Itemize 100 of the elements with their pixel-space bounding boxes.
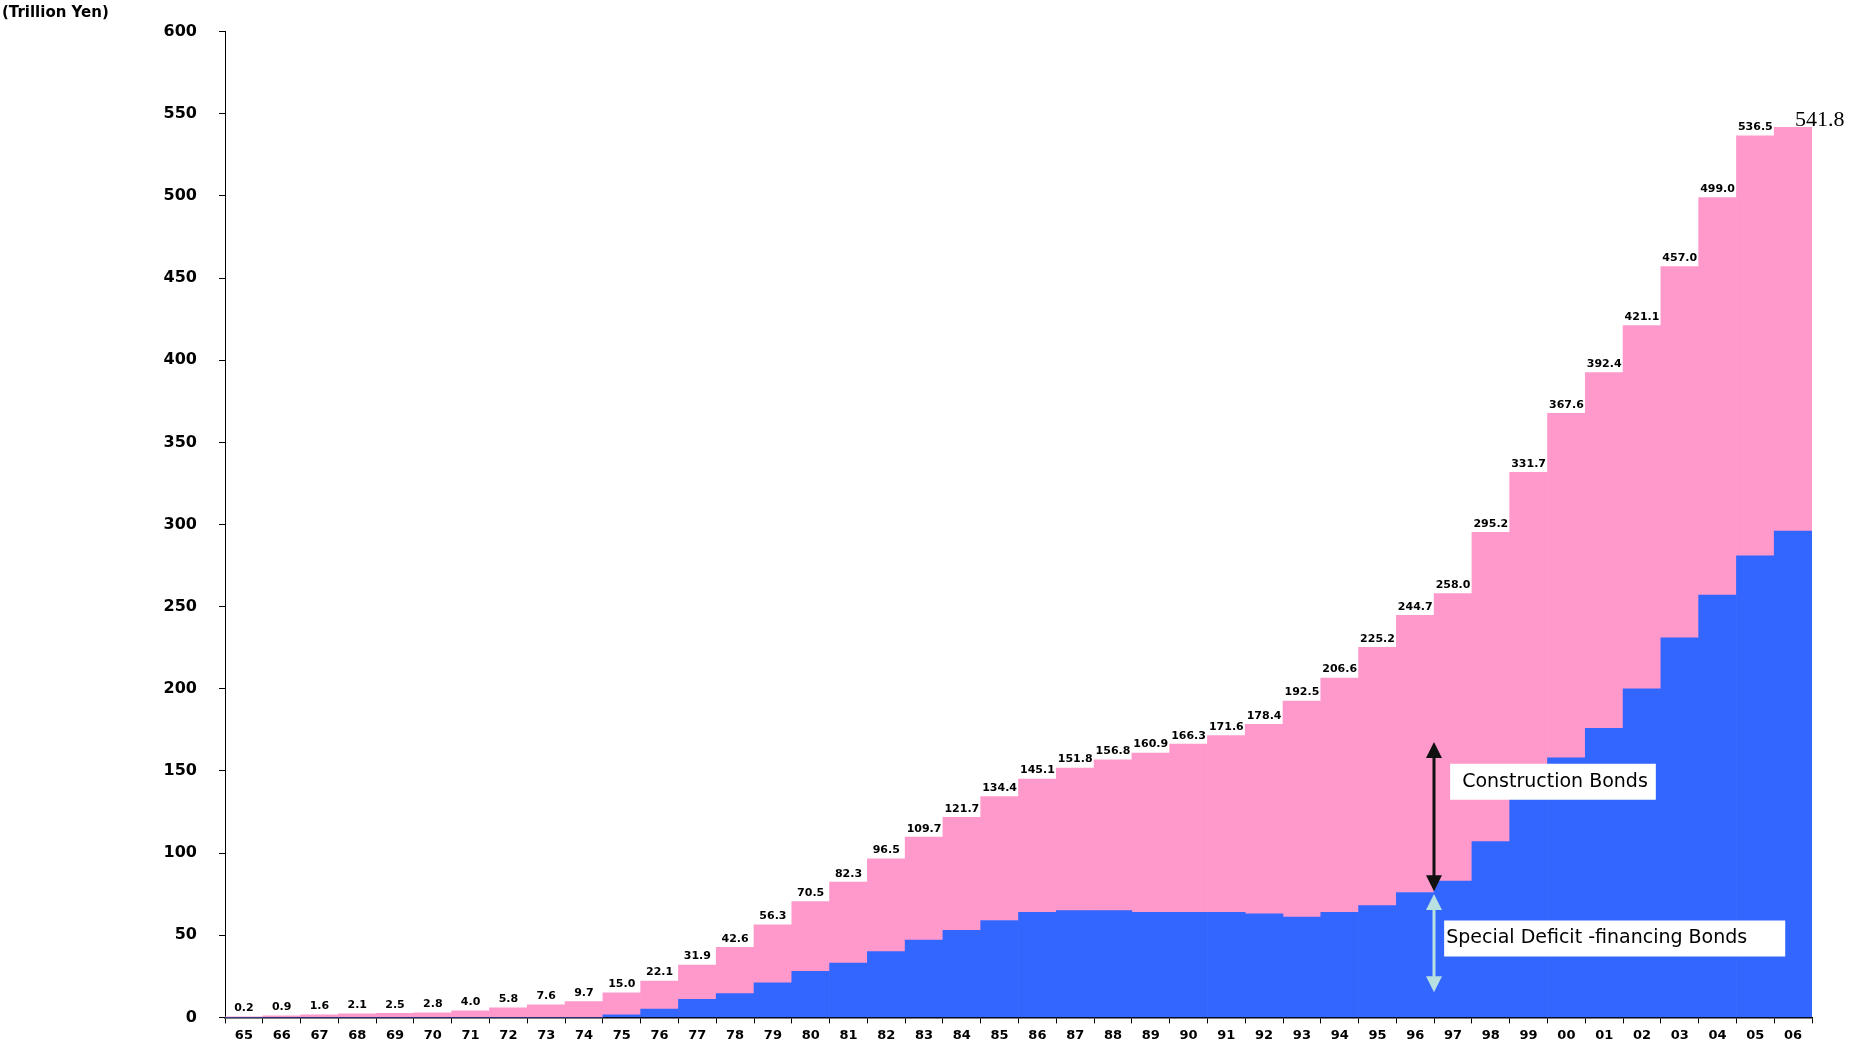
x-tick-label: 80 — [801, 1026, 820, 1042]
x-tick-label: 65 — [234, 1026, 253, 1042]
total-label: 5.8 — [498, 992, 519, 1006]
total-label: 7.6 — [536, 989, 557, 1003]
x-tick-label: 82 — [877, 1026, 896, 1042]
x-tick-label: 94 — [1330, 1026, 1349, 1042]
x-tick-label: 02 — [1632, 1026, 1652, 1042]
y-tick-label: 500 — [163, 185, 197, 205]
total-label: 295.2 — [1473, 516, 1509, 530]
y-tick-label: 350 — [163, 431, 197, 451]
total-label: 96.5 — [872, 843, 900, 857]
x-tick-label: 00 — [1557, 1026, 1576, 1042]
y-tick-label: 100 — [163, 842, 197, 862]
x-tick-label: 79 — [763, 1026, 782, 1042]
x-tick-label: 76 — [650, 1026, 669, 1042]
total-label: 2.5 — [385, 997, 405, 1011]
series-label: Construction Bonds — [1462, 768, 1648, 791]
y-axis-title: (Trillion Yen) — [2, 3, 109, 22]
x-tick-label: 77 — [688, 1026, 707, 1042]
total-label: 42.6 — [721, 931, 750, 945]
total-label: 192.5 — [1284, 685, 1320, 699]
x-tick-label: 74 — [574, 1026, 594, 1042]
x-tick-label: 83 — [914, 1026, 934, 1042]
total-label: 4.0 — [460, 995, 481, 1009]
y-tick-label: 550 — [163, 102, 197, 122]
total-label: 171.6 — [1208, 719, 1245, 733]
total-label: 9.7 — [574, 985, 594, 999]
total-label: 421.1 — [1624, 309, 1660, 323]
x-tick-label: 95 — [1368, 1026, 1387, 1042]
total-label: 2.1 — [347, 998, 367, 1012]
total-label: 56.3 — [759, 909, 787, 923]
y-tick-label: 200 — [163, 677, 197, 697]
x-tick-label: 03 — [1670, 1026, 1689, 1042]
x-tick-label: 72 — [499, 1026, 518, 1042]
total-label: 22.1 — [645, 965, 674, 979]
total-label: 178.4 — [1246, 708, 1282, 722]
x-tick-label: 84 — [952, 1026, 971, 1042]
x-tick-label: 87 — [1066, 1026, 1085, 1042]
x-tick-label: 71 — [461, 1026, 480, 1042]
total-label: 0.2 — [234, 1001, 254, 1015]
y-tick-label: 0 — [185, 1006, 197, 1026]
total-label: 109.7 — [906, 821, 942, 835]
total-label: 258.0 — [1435, 577, 1471, 591]
total-label: 151.8 — [1057, 752, 1093, 766]
total-label: 457.0 — [1662, 250, 1698, 264]
total-label: 82.3 — [834, 866, 863, 880]
total-label: 15.0 — [608, 977, 636, 991]
x-tick-label: 93 — [1292, 1026, 1311, 1042]
x-tick-label: 96 — [1406, 1026, 1425, 1042]
x-tick-label: 92 — [1255, 1026, 1274, 1042]
total-label: 121.7 — [944, 801, 980, 815]
total-label: 134.4 — [982, 780, 1018, 794]
x-tick-label: 04 — [1708, 1026, 1727, 1042]
x-tick-label: 88 — [1103, 1026, 1123, 1042]
total-label: 367.6 — [1548, 397, 1585, 411]
total-label: 499.0 — [1700, 181, 1736, 195]
x-tick-label: 86 — [1028, 1026, 1047, 1042]
total-label: 536.5 — [1737, 120, 1773, 134]
x-tick-label: 81 — [839, 1026, 858, 1042]
x-tick-label: 06 — [1784, 1026, 1803, 1042]
total-label: 31.9 — [683, 949, 711, 963]
x-tick-label: 90 — [1179, 1026, 1198, 1042]
x-tick-label: 66 — [272, 1026, 291, 1042]
total-label: 2.8 — [423, 997, 443, 1011]
y-tick-label: 150 — [163, 760, 197, 780]
total-label: 331.7 — [1511, 456, 1547, 470]
total-label: 206.6 — [1322, 662, 1358, 676]
total-label: 0.9 — [271, 1000, 292, 1014]
x-tick-label: 73 — [537, 1026, 556, 1042]
y-tick-label: 400 — [163, 349, 197, 369]
total-label: 70.5 — [797, 885, 825, 899]
x-tick-label: 68 — [348, 1026, 367, 1042]
total-label: 166.3 — [1171, 728, 1206, 742]
y-tick-label: 300 — [163, 513, 197, 533]
total-label: 225.2 — [1360, 631, 1395, 645]
y-tick-label: 250 — [163, 595, 197, 615]
total-label: 392.4 — [1586, 357, 1622, 371]
x-tick-label: 75 — [612, 1026, 631, 1042]
total-label: 541.8 — [1795, 106, 1845, 131]
total-label: 1.6 — [309, 999, 330, 1013]
y-tick-label: 600 — [163, 20, 197, 40]
x-tick-label: 85 — [990, 1026, 1009, 1042]
x-tick-label: 91 — [1217, 1026, 1236, 1042]
x-tick-label: 89 — [1141, 1026, 1160, 1042]
x-tick-label: 98 — [1481, 1026, 1500, 1042]
total-label: 160.9 — [1133, 737, 1169, 751]
y-tick-label: 450 — [163, 267, 197, 287]
x-tick-label: 97 — [1443, 1026, 1463, 1042]
total-label: 156.8 — [1095, 744, 1131, 758]
x-tick-label: 67 — [310, 1026, 329, 1042]
x-tick-label: 69 — [385, 1026, 405, 1042]
x-tick-label: 99 — [1519, 1026, 1538, 1042]
x-tick-label: 78 — [726, 1026, 745, 1042]
total-label: 244.7 — [1397, 599, 1433, 613]
x-tick-label: 70 — [423, 1026, 442, 1042]
x-tick-label: 05 — [1746, 1026, 1765, 1042]
x-tick-label: 01 — [1595, 1026, 1614, 1042]
total-label: 145.1 — [1019, 763, 1055, 777]
series-label: Special Deficit -financing Bonds — [1446, 925, 1748, 948]
y-tick-label: 50 — [174, 924, 197, 944]
